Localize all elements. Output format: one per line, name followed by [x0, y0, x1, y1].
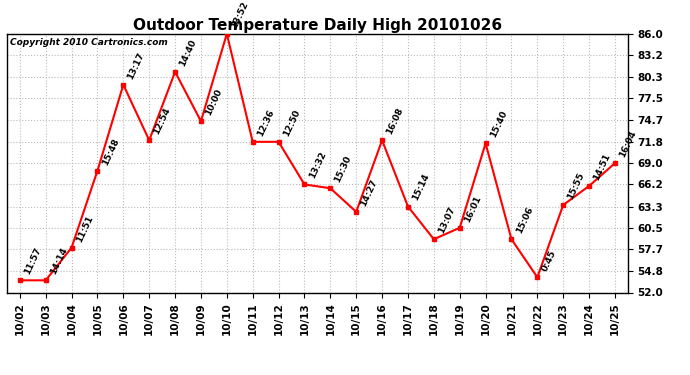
Text: 16:08: 16:08: [385, 106, 405, 136]
Text: 16:01: 16:01: [462, 194, 483, 224]
Text: 13:17: 13:17: [126, 51, 146, 81]
Text: 15:55: 15:55: [566, 171, 586, 201]
Text: 14:51: 14:51: [592, 152, 612, 182]
Text: 15:40: 15:40: [489, 110, 509, 139]
Text: 15:14: 15:14: [411, 172, 431, 202]
Text: 15:06: 15:06: [514, 206, 535, 235]
Text: 14:14: 14:14: [48, 246, 69, 276]
Text: 16:04: 16:04: [618, 129, 638, 159]
Text: 15:48: 15:48: [100, 137, 121, 166]
Text: 11:51: 11:51: [75, 214, 95, 243]
Text: 13:32: 13:32: [307, 150, 328, 180]
Text: 13:07: 13:07: [437, 206, 457, 235]
Text: 13:52: 13:52: [230, 0, 250, 30]
Text: 14:40: 14:40: [178, 38, 198, 68]
Text: 12:50: 12:50: [282, 108, 302, 138]
Title: Outdoor Temperature Daily High 20101026: Outdoor Temperature Daily High 20101026: [133, 18, 502, 33]
Text: 0:45: 0:45: [540, 249, 558, 273]
Text: 14:27: 14:27: [359, 178, 380, 208]
Text: 12:36: 12:36: [255, 108, 276, 138]
Text: 15:30: 15:30: [333, 154, 353, 184]
Text: 12:54: 12:54: [152, 106, 172, 136]
Text: 10:00: 10:00: [204, 88, 224, 117]
Text: 11:57: 11:57: [23, 246, 43, 276]
Text: Copyright 2010 Cartronics.com: Copyright 2010 Cartronics.com: [10, 38, 168, 46]
